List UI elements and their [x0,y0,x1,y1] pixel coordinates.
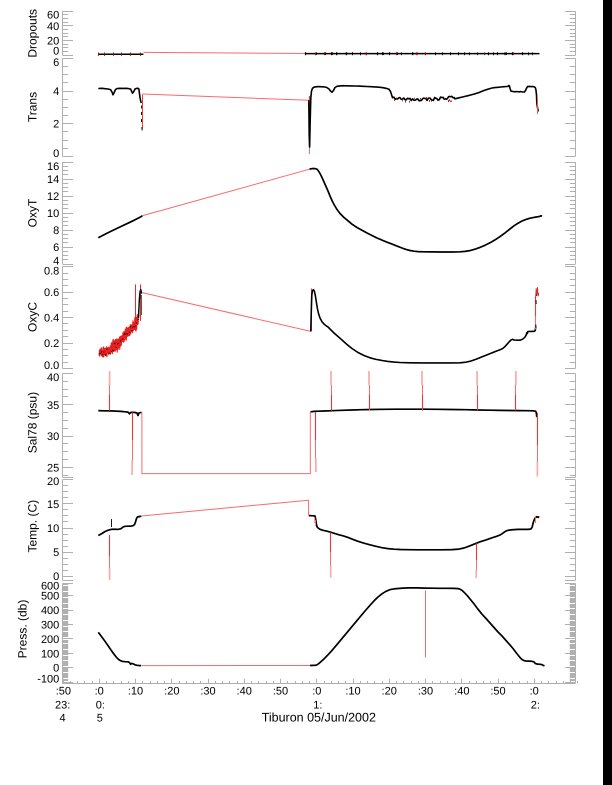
svg-text:-100: -100 [37,674,59,686]
svg-text:0: 0 [53,148,59,160]
svg-text::50: :50 [273,686,288,698]
svg-text:5: 5 [53,547,59,559]
svg-text:16: 16 [47,161,59,173]
svg-text:20: 20 [47,36,59,48]
svg-text:Temp. (C): Temp. (C) [26,500,40,553]
svg-text:60: 60 [47,10,59,22]
svg-text:100: 100 [41,648,59,660]
svg-text:2:: 2: [531,699,540,711]
svg-text::50: :50 [490,686,505,698]
svg-text:10: 10 [47,208,59,220]
svg-text:OxyT: OxyT [26,198,40,227]
svg-text::10: :10 [345,686,360,698]
svg-text:20: 20 [47,476,59,488]
svg-text:Press. (db): Press. (db) [16,600,30,659]
svg-text:300: 300 [41,620,59,632]
svg-text:12: 12 [47,191,59,203]
svg-text::30: :30 [200,686,215,698]
svg-text:0.4: 0.4 [44,313,59,325]
svg-text::30: :30 [418,686,433,698]
svg-text::40: :40 [237,686,252,698]
svg-text:6: 6 [53,242,59,254]
svg-text:200: 200 [41,634,59,646]
svg-text::50: :50 [56,686,71,698]
svg-text:OxyC: OxyC [26,302,40,332]
svg-text:1:: 1: [313,699,322,711]
svg-text:500: 500 [41,591,59,603]
svg-text:4: 4 [53,255,59,267]
svg-text::0: :0 [95,686,104,698]
svg-text:0: 0 [53,45,59,57]
svg-text:0.0: 0.0 [44,360,59,372]
svg-text:Sal78 (psu): Sal78 (psu) [26,392,40,453]
svg-text:4: 4 [60,712,66,724]
svg-text:0.2: 0.2 [44,338,59,350]
svg-text:8: 8 [53,225,59,237]
svg-text:600: 600 [41,581,59,593]
svg-text:0:: 0: [96,699,105,711]
svg-text:0: 0 [53,663,59,675]
svg-text:14: 14 [47,174,59,186]
svg-text:40: 40 [47,372,59,384]
svg-text:10: 10 [47,523,59,535]
svg-text:4: 4 [53,86,59,98]
svg-text:0.6: 0.6 [44,287,59,299]
svg-text:Tiburon 05/Jun/2002: Tiburon 05/Jun/2002 [262,710,376,724]
svg-text::10: :10 [128,686,143,698]
svg-text:30: 30 [47,431,59,443]
svg-text:0.8: 0.8 [44,265,59,277]
svg-text:0: 0 [53,571,59,583]
svg-text:2: 2 [53,119,59,131]
svg-text:6: 6 [53,57,59,69]
svg-text:400: 400 [41,605,59,617]
svg-text:25: 25 [47,462,59,474]
svg-text:5: 5 [97,712,103,724]
svg-text:23:: 23: [55,699,70,711]
svg-text:40: 40 [47,21,59,33]
svg-text:35: 35 [47,400,59,412]
svg-text::20: :20 [382,686,397,698]
svg-text:Dropouts: Dropouts [26,9,40,58]
svg-text::40: :40 [454,686,469,698]
svg-text::0: :0 [530,686,539,698]
svg-text:Trans: Trans [26,92,40,122]
svg-text:15: 15 [47,499,59,511]
svg-text::20: :20 [164,686,179,698]
svg-text::0: :0 [312,686,321,698]
